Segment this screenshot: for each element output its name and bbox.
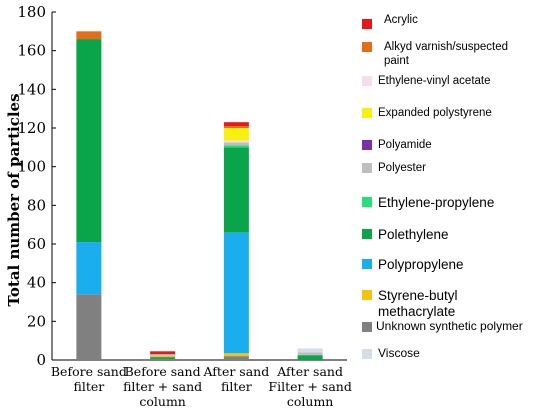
x-category-label: After sand filter <box>203 364 270 394</box>
chart-legend: Acrylic Alkyd varnish/suspected paint Ethyl… <box>362 14 523 360</box>
legend-label: Acrylic <box>384 14 418 26</box>
legend-label: Ethylene-vinyl acetate <box>378 75 491 87</box>
legend-item: Polypropylene <box>362 257 464 272</box>
bar-segment <box>223 232 249 354</box>
bar-segment <box>223 142 249 146</box>
bar-segment <box>150 354 176 356</box>
y-axis-title: Total number of particles <box>5 93 23 306</box>
legend-item: Polyester <box>362 162 426 174</box>
legend-swatch <box>362 229 372 239</box>
legend-swatch <box>362 349 372 359</box>
legend-label-line: methacrylate <box>378 304 455 319</box>
legend-item: Polyamide <box>362 139 432 151</box>
legend-swatch <box>362 163 372 173</box>
bar-segment <box>223 122 249 127</box>
x-category-label-line: After sand <box>276 364 343 379</box>
legend-label: Polypropylene <box>378 257 464 272</box>
x-category-label-line: Filter + sand <box>268 379 351 394</box>
legend-swatch <box>362 42 372 52</box>
x-category-label-line: Before sand <box>125 364 201 379</box>
legend-swatch <box>362 108 372 118</box>
bar-segment <box>150 351 176 355</box>
bar-segment <box>76 294 102 360</box>
legend-label: Polyester <box>378 162 426 174</box>
bar-segment <box>76 39 102 243</box>
x-category-label-line: After sand <box>203 364 270 379</box>
legend-swatch <box>362 322 372 332</box>
y-tick-label: 0 <box>36 351 46 369</box>
y-axis-ticks: 0 20 40 60 80 100 120 140 160 180 <box>17 3 56 369</box>
bar-segment <box>223 126 249 128</box>
bar-segment <box>223 353 249 357</box>
x-category-label-line: column <box>139 394 185 408</box>
y-tick-label: 40 <box>27 274 46 292</box>
bar-segment <box>76 31 102 40</box>
legend-label: Styrene-butyl methacrylate <box>378 288 458 319</box>
bar-segment <box>76 242 102 295</box>
legend-label-line: Alkyd varnish/suspected <box>384 41 508 53</box>
y-tick-label: 20 <box>27 312 46 330</box>
legend-label-line: Styrene-butyl <box>378 288 458 303</box>
legend-label: Alkyd varnish/suspected paint <box>384 41 508 67</box>
legend-label-line: paint <box>384 55 410 67</box>
legend-item: Polethylene <box>362 227 449 242</box>
legend-label: Polethylene <box>378 227 449 242</box>
legend-swatch <box>362 197 372 207</box>
bar-stack <box>223 122 249 360</box>
legend-swatch <box>362 76 372 86</box>
y-tick-label: 120 <box>17 119 46 137</box>
bar-segment <box>223 128 249 141</box>
legend-item: Viscose <box>362 346 420 360</box>
legend-label: Ethylene-propylene <box>378 195 494 210</box>
x-category-label: After sand Filter + sand column <box>268 364 351 408</box>
legend-label: Polyamide <box>378 139 432 151</box>
bar-segment <box>150 355 176 358</box>
bar-segment <box>297 355 323 360</box>
bar-segment <box>297 348 323 353</box>
y-tick-label: 160 <box>17 42 46 60</box>
legend-item: Ethylene-propylene <box>362 195 494 210</box>
x-category-label: Before sand filter <box>51 364 127 394</box>
x-category-label-line: filter <box>74 379 105 394</box>
legend-item: Acrylic <box>362 14 418 29</box>
bar-segment <box>150 359 176 360</box>
x-category-label-line: filter <box>221 379 252 394</box>
bar-stack <box>76 31 102 360</box>
y-tick-label: 80 <box>27 196 46 214</box>
bar-segment <box>223 356 249 360</box>
legend-swatch <box>362 19 372 29</box>
x-category-label-line: filter + sand <box>123 379 202 394</box>
legend-swatch <box>362 290 372 300</box>
legend-swatch <box>362 259 372 269</box>
chart-bars <box>76 31 323 360</box>
x-category-label-line: Before sand <box>51 364 127 379</box>
legend-swatch <box>362 140 372 150</box>
legend-item: Ethylene-vinyl acetate <box>362 75 491 87</box>
bar-stack <box>150 351 176 360</box>
y-tick-label: 60 <box>27 235 46 253</box>
legend-label: Viscose <box>378 346 420 360</box>
legend-item: Styrene-butyl methacrylate <box>362 288 458 319</box>
y-tick-label: 140 <box>17 80 46 98</box>
legend-item: Alkyd varnish/suspected paint <box>362 41 508 67</box>
bar-segment <box>223 147 249 233</box>
y-tick-label: 100 <box>17 158 46 176</box>
bar-segment <box>297 352 323 356</box>
bar-segment <box>150 357 176 360</box>
x-category-label: Before sand filter + sand column <box>123 364 202 408</box>
legend-label: Unknown synthetic polymer <box>376 319 523 333</box>
x-category-label-line: column <box>287 394 333 408</box>
legend-label: Expanded polystyrene <box>378 107 492 119</box>
y-tick-label: 180 <box>17 3 46 21</box>
legend-item: Expanded polystyrene <box>362 107 492 119</box>
bar-segment <box>223 145 249 148</box>
bar-stack <box>297 348 323 360</box>
bar-segment <box>223 140 249 143</box>
legend-item: Unknown synthetic polymer <box>362 319 523 333</box>
